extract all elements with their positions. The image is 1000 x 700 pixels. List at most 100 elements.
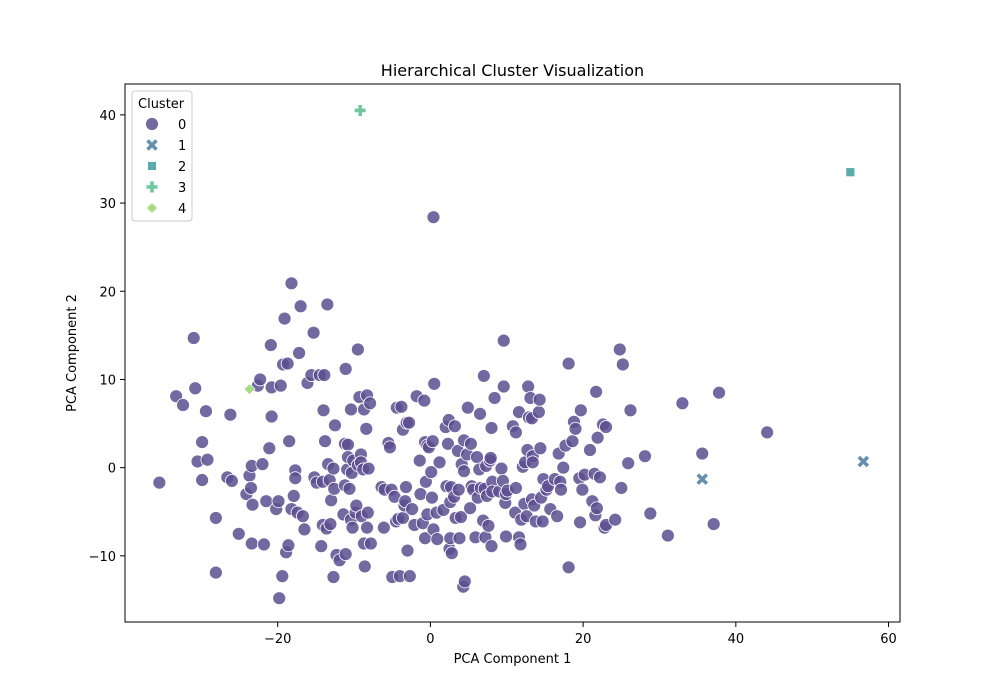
cluster-0-point [400,543,415,558]
x-axis: −20 0 20 40 60 [264,622,897,647]
cluster-0-point [326,461,341,476]
cluster-0-point [399,480,413,494]
cluster-0-point [412,453,427,468]
data-points [152,104,870,606]
cluster-0-point [473,406,487,421]
x-tick-label: −20 [264,632,291,647]
x-tick-label: 60 [880,632,897,647]
cluster-0-point [590,430,605,445]
cluster-0-point [383,440,397,455]
cluster-0-point [272,591,287,606]
cluster-0-point [296,509,310,524]
cluster-0-point [444,546,459,561]
y-tick-label: 20 [99,285,116,300]
cluster-0-point [452,531,467,546]
cluster-0-point [271,494,286,509]
cluster-0-point [463,501,478,516]
cluster-0-point [608,512,623,527]
cluster-0-point [318,434,332,449]
cluster-0-point [199,404,213,419]
cluster-0-point [760,425,775,440]
legend-marker-0 [145,117,159,131]
cluster-0-point [496,379,511,394]
cluster-0-point [509,481,523,495]
cluster-0-point [402,415,416,430]
cluster-0-point [484,421,499,435]
cluster-0-point [432,455,447,470]
cluster-0-point [231,526,246,541]
legend: Cluster 0 1 2 3 4 [131,90,193,222]
cluster-0-point [424,465,439,479]
cluster-0-point [360,505,375,520]
cluster-0-point [425,434,440,449]
cluster-0-point [441,436,455,451]
x-tick-label: 0 [426,632,434,647]
cluster-1-point [696,473,709,485]
cluster-0-point [255,457,270,472]
cluster-0-point [281,538,296,553]
cluster-0-point [614,481,629,495]
cluster-0-point [556,460,571,475]
cluster-0-point [417,393,432,408]
cluster-0-point [638,449,652,464]
legend-marker-3 [146,181,158,193]
cluster-0-point [481,518,496,533]
cluster-0-point [262,441,277,456]
cluster-0-point [282,434,297,449]
cluster-0-point [533,441,548,456]
cluster-0-point [328,418,342,433]
cluster-0-point [208,565,223,580]
cluster-0-point [257,537,271,552]
cluster-0-point [535,514,550,529]
y-tick-label: 30 [99,197,116,212]
cluster-0-point [589,384,604,399]
cluster-0-point [561,356,576,371]
cluster-0-point [284,276,299,291]
x-tick-label: 40 [728,632,745,647]
cluster-0-point [405,502,419,517]
cluster-0-point [244,481,258,495]
y-tick-label: 40 [99,109,116,124]
cluster-0-point [532,392,547,407]
legend-label-2: 2 [178,160,186,175]
cluster-0-point [277,311,292,326]
cluster-0-point [293,299,308,314]
cluster-2-point [845,167,856,178]
plot-area [124,83,901,623]
cluster-0-point [521,379,536,394]
legend-label-4: 4 [178,202,186,217]
cluster-0-point [513,537,528,552]
cluster-0-point [583,443,597,457]
cluster-0-point [712,385,726,400]
cluster-0-point [195,473,210,487]
cluster-0-point [451,482,466,497]
y-tick-label: 0 [108,462,116,477]
cluster-0-point [706,517,721,532]
cluster-0-point [425,490,439,505]
cluster-0-point [188,381,203,396]
y-axis: −10 0 10 20 30 40 [89,109,125,565]
legend-entries: 0 1 2 3 4 [145,117,186,217]
cluster-4-point [243,383,256,396]
cluster-0-point [643,506,658,521]
cluster-0-point [483,451,498,465]
cluster-0-point [200,452,215,467]
cluster-0-point [176,398,190,412]
cluster-0-point [454,510,468,524]
cluster-0-point [589,501,604,516]
cluster-0-point [324,493,339,508]
cluster-0-point [359,421,374,436]
cluster-0-point [253,372,268,387]
cluster-0-point [286,488,301,503]
cluster-0-point [463,436,478,451]
cluster-0-point [660,528,675,543]
cluster-0-point [554,482,568,497]
cluster-0-point [612,342,627,357]
cluster-0-point [273,378,288,393]
cluster-0-point [360,520,374,535]
cluster-0-point [615,357,630,372]
cluster-0-point [320,297,335,312]
cluster-0-point [363,396,377,411]
cluster-0-point [208,511,223,525]
